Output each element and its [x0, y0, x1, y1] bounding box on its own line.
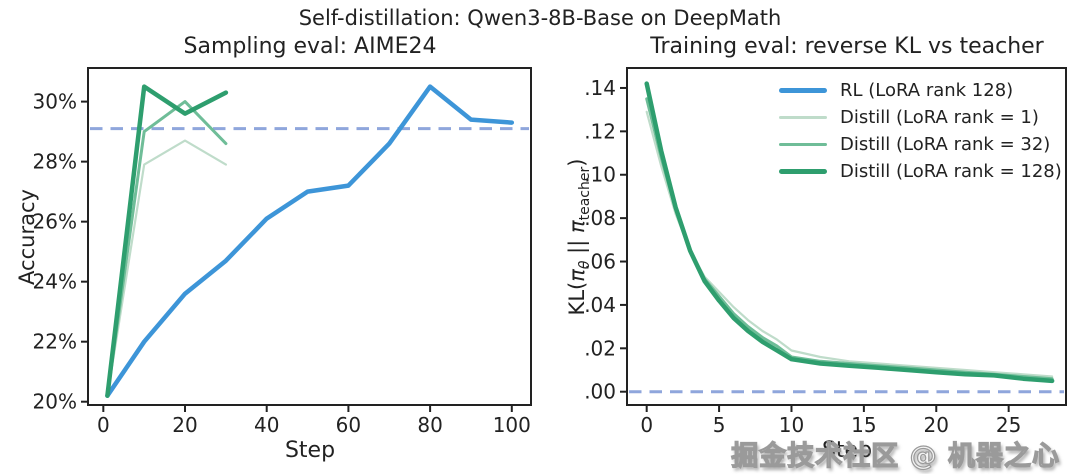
theta-subscript: θ: [577, 260, 594, 270]
plot-area-left: 0 20 40 60 80 100 20% 22% 24% 26% 28% 30%: [33, 67, 532, 437]
x-tick-label: 20: [172, 413, 197, 437]
left-y-axis-label: Accuracy: [15, 189, 39, 285]
x-tick-label: 15: [851, 413, 876, 437]
x-tick-label: 100: [493, 413, 531, 437]
ylabel-text: ): [564, 158, 589, 167]
x-tick-label: 10: [779, 413, 804, 437]
legend-entry: Distill (LoRA rank = 128): [779, 158, 1062, 185]
legend-line-swatch: [779, 169, 827, 174]
series-distill-lora-rank-1: [106, 139, 227, 397]
x-tick-label: 60: [336, 413, 361, 437]
legend-line-swatch: [779, 143, 827, 146]
x-tick-label: 40: [254, 413, 279, 437]
ylabel-text: KL(: [564, 281, 589, 316]
legend-label: Distill (LoRA rank = 1): [840, 107, 1039, 128]
left-x-axis-label: Step: [284, 438, 336, 463]
y-tick-label: .08: [584, 206, 616, 230]
series-distill-lora-rank-128: [105, 84, 229, 398]
right-y-axis-label: KL(πθ || πteacher): [565, 159, 593, 316]
legend-label: RL (LoRA rank 128): [840, 80, 1014, 101]
y-tick-label: .10: [584, 163, 616, 187]
y-tick-label: .12: [584, 119, 616, 143]
pi-symbol: π: [564, 220, 589, 234]
plot-area-right: 0 5 10 15 20 25 .00 .02 .04 .06 .08 .10 .12 .14: [584, 67, 1067, 437]
legend-label: Distill (LoRA rank = 128): [840, 161, 1062, 182]
y-tick-label: 26%: [33, 210, 77, 234]
legend-entry: RL (LoRA rank 128): [779, 77, 1062, 104]
y-tick-label: .14: [584, 76, 616, 100]
x-tick-label: 5: [713, 413, 726, 437]
legend-line-swatch: [779, 116, 827, 119]
x-tick-label: 20: [924, 413, 949, 437]
y-tick-label: 28%: [33, 150, 77, 174]
y-tick-label: 30%: [33, 90, 77, 114]
y-tick-label: .02: [584, 336, 616, 360]
y-tick-label: 20%: [33, 390, 77, 414]
x-tick-label: 0: [97, 413, 110, 437]
teacher-subscript: teacher: [577, 166, 594, 221]
legend-label: Distill (LoRA rank = 32): [840, 134, 1051, 155]
pi-symbol: π: [564, 269, 589, 282]
legend: RL (LoRA rank 128) Distill (LoRA rank = 1…: [779, 77, 1062, 185]
y-tick-label: .06: [584, 250, 616, 274]
figure-title: Self-distillation: Qwen3-8B-Base on Deep…: [298, 6, 782, 30]
axes-spines: [626, 67, 1067, 406]
x-tick-label: 0: [640, 413, 653, 437]
legend-line-swatch: [779, 88, 827, 93]
legend-entry: Distill (LoRA rank = 32): [779, 131, 1062, 158]
x-tick-label: 80: [417, 413, 442, 437]
x-tick-label: 25: [996, 413, 1021, 437]
right-chart-title: Training eval: reverse KL vs teacher: [650, 34, 1044, 59]
left-chart-title: Sampling eval: AIME24: [183, 34, 437, 59]
axes-spines: [87, 67, 532, 406]
series-distill-lora-rank-128: [644, 81, 1055, 384]
right-x-axis-label: Step: [821, 438, 873, 463]
y-tick-label: .00: [584, 380, 616, 404]
y-tick-label: 24%: [33, 270, 77, 294]
ylabel-text: ||: [564, 233, 589, 261]
watermark: 掘金技术社区 @ 机器之心: [731, 440, 1060, 472]
legend-entry: Distill (LoRA rank = 1): [779, 104, 1062, 131]
series-distill-lora-rank-32: [105, 100, 228, 398]
y-tick-label: 22%: [33, 330, 77, 354]
y-tick-label: .04: [584, 293, 616, 317]
series-rl-lora-rank-128: [105, 84, 515, 398]
